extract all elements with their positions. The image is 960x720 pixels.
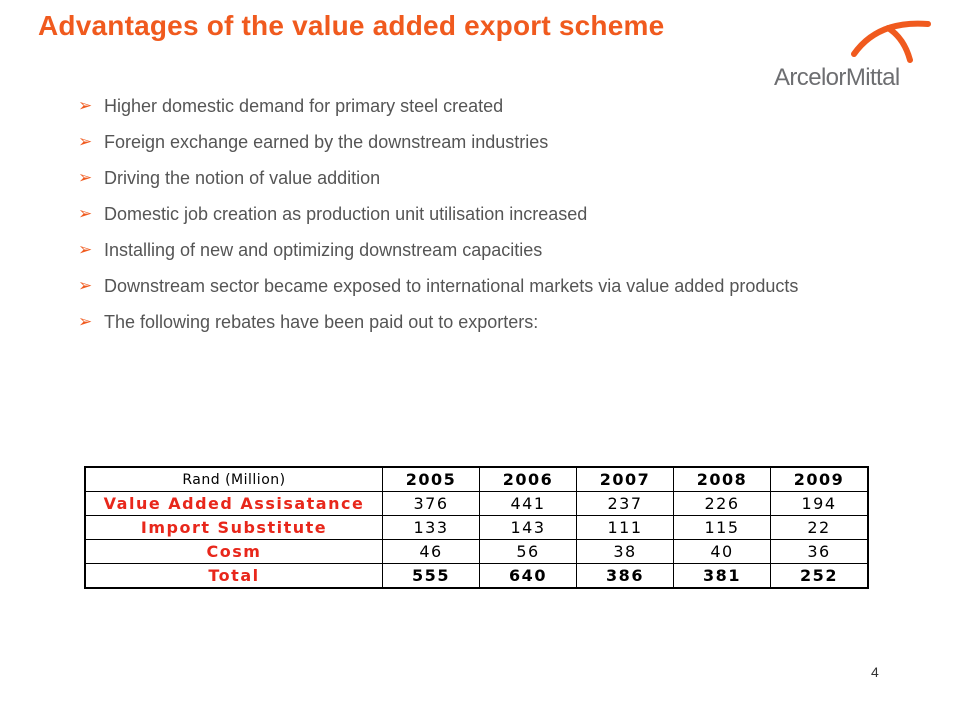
arrow-bullet-icon: ➢ (78, 168, 93, 187)
bullet-text: Higher domestic demand for primary steel… (104, 96, 504, 116)
year-header: 2009 (770, 466, 869, 492)
bullet-item: ➢ Domestic job creation as production uni… (78, 202, 878, 226)
slide-title: Advantages of the value added export sch… (38, 10, 665, 41)
arrow-bullet-icon: ➢ (78, 132, 93, 151)
table-cell: 46 (382, 539, 480, 564)
bullet-item: ➢ Installing of new and optimizing downst… (78, 238, 878, 262)
arcelormittal-arc-logo-icon (851, 20, 931, 63)
bullet-text: The following rebates have been paid out… (104, 312, 539, 332)
rebates-table: Rand (Million) 2005 2006 2007 2008 2009 … (84, 466, 869, 589)
row-label: Import Substitute (84, 515, 383, 540)
table-cell: 640 (479, 563, 577, 589)
bullet-text: Foreign exchange earned by the downstrea… (104, 132, 549, 152)
logo-wordmark: ArcelorMittal (774, 64, 900, 91)
bullet-item: ➢ Higher domestic demand for primary stee… (78, 94, 878, 118)
table-cell: 22 (770, 515, 869, 540)
table-cell: 56 (479, 539, 577, 564)
arrow-bullet-icon: ➢ (78, 276, 93, 295)
row-label: Cosm (84, 539, 383, 564)
table-row: Import Substitute 133 143 111 115 22 (84, 515, 869, 540)
table-cell: 115 (673, 515, 771, 540)
table-cell: 376 (382, 491, 480, 516)
arrow-bullet-icon: ➢ (78, 96, 93, 115)
table-cell: 252 (770, 563, 869, 589)
table-cell: 38 (576, 539, 674, 564)
year-header: 2007 (576, 466, 674, 492)
table-cell: 441 (479, 491, 577, 516)
table-header-row: Rand (Million) 2005 2006 2007 2008 2009 (84, 466, 869, 492)
bullet-text: Downstream sector became exposed to inte… (104, 276, 799, 296)
table-cell: 36 (770, 539, 869, 564)
table-total-row: Total 555 640 386 381 252 (84, 563, 869, 589)
page-number: 4 (871, 664, 879, 680)
bullet-list: ➢ Higher domestic demand for primary stee… (78, 94, 878, 346)
arrow-bullet-icon: ➢ (78, 240, 93, 259)
row-label: Total (84, 563, 383, 589)
table-cell: 133 (382, 515, 480, 540)
year-header: 2008 (673, 466, 771, 492)
table-cell: 143 (479, 515, 577, 540)
year-header: 2006 (479, 466, 577, 492)
bullet-item: ➢ Downstream sector became exposed to int… (78, 274, 878, 298)
bullet-text: Installing of new and optimizing downstr… (104, 240, 543, 260)
bullet-item: ➢ Driving the notion of value addition (78, 166, 878, 190)
table-cell: 226 (673, 491, 771, 516)
row-label: Value Added Assisatance (84, 491, 383, 516)
table-cell: 111 (576, 515, 674, 540)
table-cell: 194 (770, 491, 869, 516)
table-cell: 40 (673, 539, 771, 564)
table-row: Value Added Assisatance 376 441 237 226 … (84, 491, 869, 516)
arrow-bullet-icon: ➢ (78, 204, 93, 223)
table-cell: 381 (673, 563, 771, 589)
bullet-text: Domestic job creation as production unit… (104, 204, 588, 224)
table-row: Cosm 46 56 38 40 36 (84, 539, 869, 564)
table-cell: 386 (576, 563, 674, 589)
bullet-item: ➢ The following rebates have been paid ou… (78, 310, 878, 334)
bullet-text: Driving the notion of value addition (104, 168, 381, 188)
table-cell: 555 (382, 563, 480, 589)
arrow-bullet-icon: ➢ (78, 312, 93, 331)
rebates-table-container: Rand (Million) 2005 2006 2007 2008 2009 … (84, 466, 869, 589)
company-logo: ArcelorMittal (774, 14, 934, 94)
bullet-item: ➢ Foreign exchange earned by the downstre… (78, 130, 878, 154)
table-corner-label: Rand (Million) (84, 466, 383, 492)
table-cell: 237 (576, 491, 674, 516)
year-header: 2005 (382, 466, 480, 492)
